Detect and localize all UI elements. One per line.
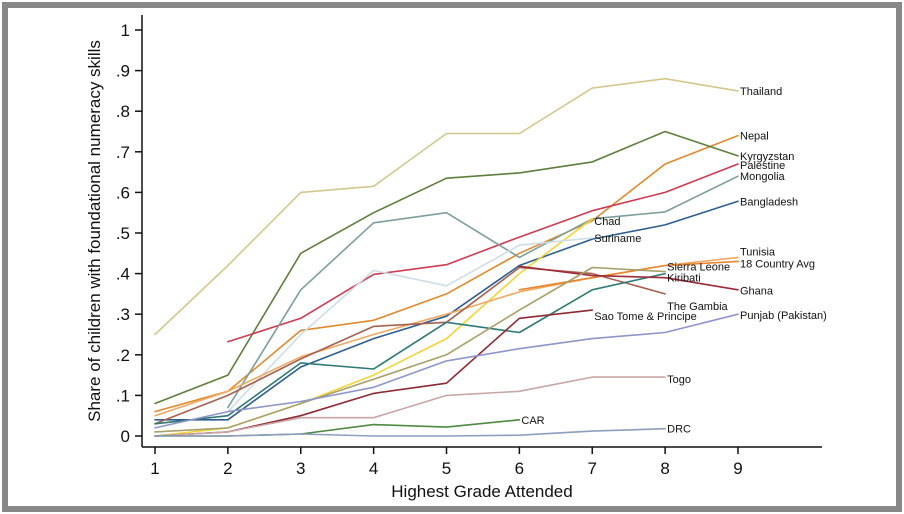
x-tick-label: 6 (515, 459, 524, 478)
series-label-palestine: Palestine (740, 160, 785, 172)
y-tick-label: .6 (116, 183, 130, 202)
series-line-togo (154, 376, 666, 437)
x-axis-title: Highest Grade Attended (391, 482, 572, 501)
x-tick-label: 8 (660, 459, 669, 478)
series-label-the-gambia: The Gambia (667, 301, 728, 313)
series-label-tunisia: Tunisia (740, 246, 776, 258)
series-line-punjab-pakistan (154, 313, 739, 429)
y-tick-label: .2 (116, 346, 130, 365)
series-line-sierra-leone (154, 266, 666, 425)
series-label-bangladesh: Bangladesh (740, 196, 798, 208)
x-tick-label: 7 (588, 459, 597, 478)
series-line-the-gambia (154, 266, 666, 433)
y-tick-label: .8 (116, 102, 130, 121)
series-label-sao-tome-principe: Sao Tome & Principe (594, 311, 697, 323)
x-axis-ticks: 1 2 3 4 5 6 7 8 9 (150, 447, 743, 478)
series-label-suriname: Suriname (594, 233, 641, 245)
series-label-kiribati: Kiribati (667, 273, 701, 285)
y-tick-label: .4 (116, 265, 130, 284)
y-tick-label: 0 (121, 427, 130, 446)
series-label-chad: Chad (594, 216, 620, 228)
series-line-thailand (154, 77, 739, 336)
y-tick-label: .9 (116, 62, 130, 81)
y-tick-label: .7 (116, 143, 130, 162)
series-line-nepal (154, 134, 739, 413)
series-line-ghana (518, 265, 739, 291)
x-tick-label: 1 (150, 459, 159, 478)
series-lines (154, 77, 739, 437)
series-label-ghana: Ghana (740, 286, 774, 298)
y-tick-label: .1 (116, 386, 130, 405)
series-label-nepal: Nepal (740, 131, 769, 143)
series-label-thailand: Thailand (740, 86, 782, 98)
series-line-mongolia (227, 175, 739, 409)
series-line-palestine (227, 163, 739, 343)
series-label-kyrgyzstan: Kyrgyzstan (740, 151, 794, 163)
series-label-punjab-pakistan: Punjab (Pakistan) (740, 310, 827, 322)
x-tick-label: 4 (369, 459, 378, 478)
x-tick-label: 5 (442, 459, 451, 478)
series-line-bangladesh (154, 200, 739, 421)
series-line-drc (154, 427, 666, 437)
y-tick-label: .3 (116, 305, 130, 324)
series-label-mongolia: Mongolia (740, 171, 786, 183)
x-tick-label: 2 (223, 459, 232, 478)
series-label-togo: Togo (667, 374, 691, 386)
y-axis-ticks: 0 .1 .2 .3 .4 .5 .6 .7 .8 .9 1 (116, 21, 142, 446)
series-line-kiribati (154, 272, 666, 425)
y-axis-title: Share of children with foundational nume… (85, 40, 104, 422)
y-tick-label: 1 (121, 21, 130, 40)
series-line-suriname (227, 237, 594, 413)
y-tick-label: .5 (116, 224, 130, 243)
x-tick-label: 3 (296, 459, 305, 478)
series-label-18-country-avg: 18 Country Avg (740, 258, 815, 270)
series-label-drc: DRC (667, 424, 691, 436)
series-labels: Thailand Nepal KyrgyzstanPalestineMongolia… (521, 86, 826, 436)
series-label-sierra-leone: Sierra Leone (667, 262, 730, 274)
x-tick-label: 9 (733, 459, 742, 478)
series-line-18-country-avg (518, 260, 739, 291)
series-label-car: CAR (521, 415, 544, 427)
